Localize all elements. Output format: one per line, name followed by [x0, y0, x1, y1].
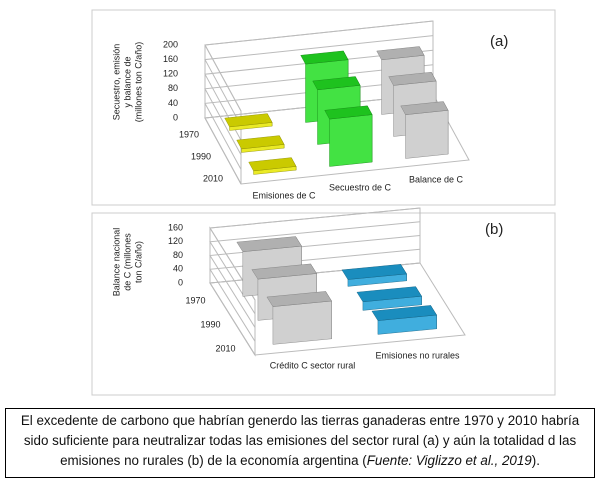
bar — [356, 285, 422, 311]
bar — [324, 105, 373, 167]
y-tick-label: 0 — [173, 112, 178, 122]
bar-top — [400, 101, 449, 115]
bar-front — [272, 300, 332, 345]
bar-top — [324, 105, 373, 120]
bar-top — [371, 305, 437, 321]
bar-top — [236, 236, 302, 252]
bar-top — [248, 157, 297, 172]
grid-line — [204, 35, 434, 126]
y-tick-label: 120 — [168, 236, 183, 246]
y-axis-label: y balance de — [122, 56, 132, 107]
caption: El excedente de carbono que habrían gene… — [5, 408, 595, 478]
bar-top — [312, 76, 361, 91]
category-label: Crédito C sector rural — [270, 360, 356, 370]
y-tick-label: 40 — [168, 98, 178, 108]
bar-top — [236, 135, 285, 150]
charts: 0 40 80 120 160 200 1970 1990 2010 Emisiones de C… — [91, 9, 556, 396]
bar-top — [266, 291, 332, 307]
y-axis-label: de C (millones — [122, 233, 132, 291]
depth-label: 1970 — [179, 129, 199, 139]
panel-label: (a) — [490, 33, 508, 50]
depth-label: 2010 — [203, 173, 223, 183]
depth-label: 1990 — [191, 151, 211, 161]
y-axis-label: ton C/año) — [133, 241, 143, 283]
bar-top — [341, 264, 407, 280]
y-tick-label: 40 — [173, 264, 183, 274]
bar-top — [376, 46, 425, 61]
y-tick-label: 160 — [163, 54, 178, 64]
caption-end: ). — [531, 453, 540, 468]
bar — [400, 101, 449, 159]
depth-label: 1990 — [200, 319, 220, 329]
y-tick-label: 120 — [163, 69, 178, 79]
y-axis-label: (millones ton C/año) — [133, 42, 143, 123]
category-label: Secuestro de C — [329, 182, 392, 192]
caption-source: Fuente: Viglizzo et al., 2019 — [366, 453, 532, 468]
grid-line — [204, 64, 434, 156]
bar-front — [405, 110, 449, 159]
y-tick-label: 160 — [168, 222, 183, 232]
bar-front — [329, 114, 373, 167]
grid-line — [209, 248, 421, 342]
bar-top — [224, 113, 273, 128]
bar — [266, 290, 332, 345]
bar-top — [356, 286, 422, 303]
depth-label: 1970 — [185, 295, 205, 305]
bar-top — [251, 263, 317, 280]
bar — [224, 113, 273, 131]
y-axis-label: Secuestro, emisión — [111, 44, 121, 121]
y-tick-label: 0 — [178, 277, 183, 287]
panel-label: (b) — [485, 221, 503, 238]
caption-text: El excedente de carbono que habrían gene… — [20, 413, 580, 468]
bar-top — [388, 71, 437, 86]
grid-line — [204, 20, 434, 112]
category-label: Emisiones de C — [252, 190, 316, 200]
y-tick-label: 80 — [168, 83, 178, 93]
depth-label: 2010 — [215, 343, 235, 353]
grid-line — [209, 207, 421, 301]
y-tick-label: 200 — [163, 39, 178, 49]
bar — [371, 304, 437, 335]
bar — [341, 263, 407, 287]
category-label: Balance de C — [409, 174, 464, 184]
bar-top — [300, 50, 349, 65]
y-axis-label: Balance nacional — [111, 228, 121, 297]
y-tick-label: 80 — [173, 250, 183, 260]
category-label: Emisiones no rurales — [375, 350, 460, 360]
bar — [236, 135, 285, 153]
grid-line — [209, 235, 421, 328]
bar — [248, 157, 297, 175]
grid-line — [209, 221, 421, 315]
